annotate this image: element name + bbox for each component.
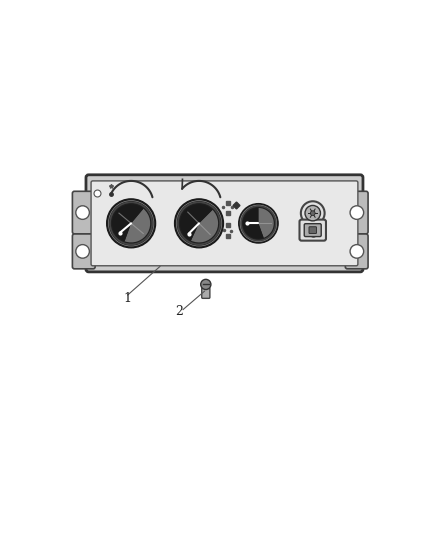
- Wedge shape: [124, 209, 150, 243]
- Circle shape: [107, 199, 155, 248]
- Circle shape: [180, 204, 219, 243]
- Circle shape: [241, 206, 276, 240]
- Circle shape: [305, 205, 321, 221]
- Circle shape: [201, 279, 211, 289]
- Wedge shape: [243, 208, 264, 239]
- FancyBboxPatch shape: [202, 288, 210, 298]
- FancyBboxPatch shape: [91, 181, 358, 266]
- Circle shape: [350, 245, 364, 258]
- Wedge shape: [191, 210, 218, 243]
- Text: 1: 1: [124, 292, 132, 304]
- Circle shape: [243, 207, 274, 239]
- FancyBboxPatch shape: [345, 234, 368, 269]
- Circle shape: [175, 199, 223, 248]
- Circle shape: [110, 202, 152, 245]
- Circle shape: [76, 245, 89, 258]
- Wedge shape: [112, 204, 143, 241]
- FancyBboxPatch shape: [86, 175, 363, 272]
- FancyBboxPatch shape: [345, 191, 368, 234]
- FancyBboxPatch shape: [309, 227, 317, 233]
- FancyBboxPatch shape: [72, 234, 95, 269]
- Circle shape: [301, 201, 325, 225]
- FancyBboxPatch shape: [300, 220, 326, 241]
- Circle shape: [178, 202, 220, 245]
- Circle shape: [76, 206, 89, 220]
- FancyBboxPatch shape: [304, 224, 321, 237]
- Wedge shape: [180, 204, 212, 240]
- Circle shape: [350, 206, 364, 220]
- Circle shape: [112, 204, 151, 243]
- Circle shape: [311, 211, 315, 215]
- FancyBboxPatch shape: [72, 191, 95, 234]
- Circle shape: [239, 204, 278, 243]
- Text: 2: 2: [175, 305, 183, 318]
- Wedge shape: [258, 208, 274, 238]
